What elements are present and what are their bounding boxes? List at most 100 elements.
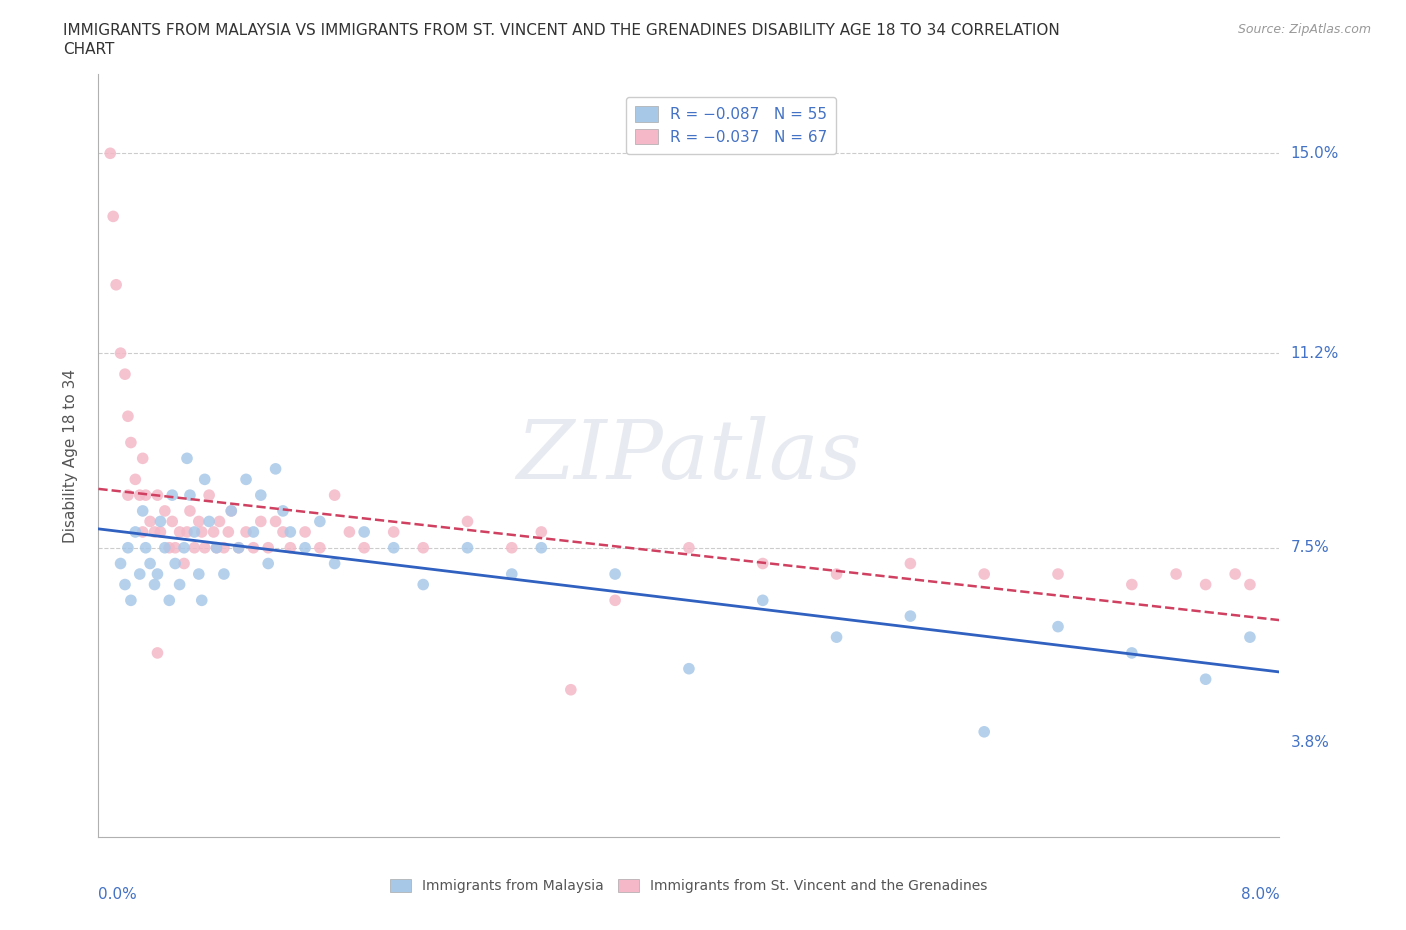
- Point: [139, 514, 162, 529]
- Point: [110, 556, 132, 571]
- Point: [353, 525, 375, 539]
- Point: [132, 503, 155, 518]
- Point: [105, 277, 128, 292]
- Point: [271, 503, 294, 518]
- Point: [165, 540, 187, 555]
- Point: [309, 540, 332, 555]
- Point: [228, 540, 250, 555]
- Point: [139, 556, 162, 571]
- Point: [678, 540, 700, 555]
- Point: [146, 566, 169, 581]
- Point: [176, 525, 198, 539]
- Point: [120, 593, 142, 608]
- Text: 3.8%: 3.8%: [1291, 735, 1330, 750]
- Point: [194, 472, 217, 486]
- Point: [114, 578, 136, 592]
- Text: 11.2%: 11.2%: [1291, 346, 1339, 361]
- Point: [110, 346, 132, 361]
- Point: [176, 451, 198, 466]
- Point: [382, 525, 405, 539]
- Point: [146, 487, 169, 502]
- Point: [191, 525, 214, 539]
- Point: [323, 556, 346, 571]
- Point: [412, 540, 434, 555]
- Text: 0.0%: 0.0%: [98, 886, 138, 901]
- Point: [294, 525, 316, 539]
- Point: [191, 593, 214, 608]
- Legend: Immigrants from Malaysia, Immigrants from St. Vincent and the Grenadines: Immigrants from Malaysia, Immigrants fro…: [385, 873, 993, 898]
- Point: [900, 556, 922, 571]
- Point: [250, 487, 273, 502]
- Point: [1239, 578, 1261, 592]
- Point: [132, 525, 155, 539]
- Point: [242, 540, 264, 555]
- Text: CHART: CHART: [63, 42, 115, 57]
- Point: [205, 540, 228, 555]
- Point: [187, 514, 209, 529]
- Point: [120, 435, 142, 450]
- Point: [135, 540, 157, 555]
- Point: [179, 503, 201, 518]
- Point: [157, 540, 180, 555]
- Text: Source: ZipAtlas.com: Source: ZipAtlas.com: [1237, 23, 1371, 36]
- Point: [149, 514, 172, 529]
- Point: [103, 209, 125, 224]
- Point: [1121, 578, 1143, 592]
- Point: [235, 472, 257, 486]
- Point: [530, 540, 553, 555]
- Point: [1195, 671, 1218, 686]
- Point: [900, 608, 922, 623]
- Point: [212, 540, 235, 555]
- Text: ZIPatlas: ZIPatlas: [516, 416, 862, 496]
- Point: [146, 645, 169, 660]
- Point: [179, 487, 201, 502]
- Text: 8.0%: 8.0%: [1240, 886, 1279, 901]
- Point: [605, 566, 627, 581]
- Point: [135, 487, 157, 502]
- Point: [752, 593, 775, 608]
- Point: [198, 514, 221, 529]
- Point: [173, 556, 195, 571]
- Text: 7.5%: 7.5%: [1291, 540, 1329, 555]
- Point: [1239, 630, 1261, 644]
- Point: [280, 540, 302, 555]
- Point: [457, 514, 479, 529]
- Point: [202, 525, 225, 539]
- Point: [382, 540, 405, 555]
- Point: [339, 525, 361, 539]
- Point: [501, 566, 523, 581]
- Point: [560, 683, 582, 698]
- Text: 15.0%: 15.0%: [1291, 146, 1339, 161]
- Point: [117, 540, 139, 555]
- Point: [257, 556, 280, 571]
- Point: [973, 566, 995, 581]
- Point: [235, 525, 257, 539]
- Point: [212, 566, 235, 581]
- Point: [1046, 566, 1070, 581]
- Point: [280, 525, 302, 539]
- Point: [143, 525, 166, 539]
- Point: [153, 503, 176, 518]
- Point: [1195, 578, 1218, 592]
- Point: [98, 146, 121, 161]
- Point: [353, 540, 375, 555]
- Point: [752, 556, 775, 571]
- Point: [198, 487, 221, 502]
- Point: [294, 540, 316, 555]
- Point: [169, 578, 191, 592]
- Point: [183, 540, 205, 555]
- Point: [264, 461, 287, 476]
- Point: [208, 514, 231, 529]
- Point: [205, 540, 228, 555]
- Point: [412, 578, 434, 592]
- Point: [257, 540, 280, 555]
- Point: [228, 540, 250, 555]
- Point: [242, 525, 264, 539]
- Point: [264, 514, 287, 529]
- Point: [530, 525, 553, 539]
- Point: [162, 514, 183, 529]
- Point: [162, 487, 183, 502]
- Point: [309, 514, 332, 529]
- Point: [605, 593, 627, 608]
- Point: [825, 566, 848, 581]
